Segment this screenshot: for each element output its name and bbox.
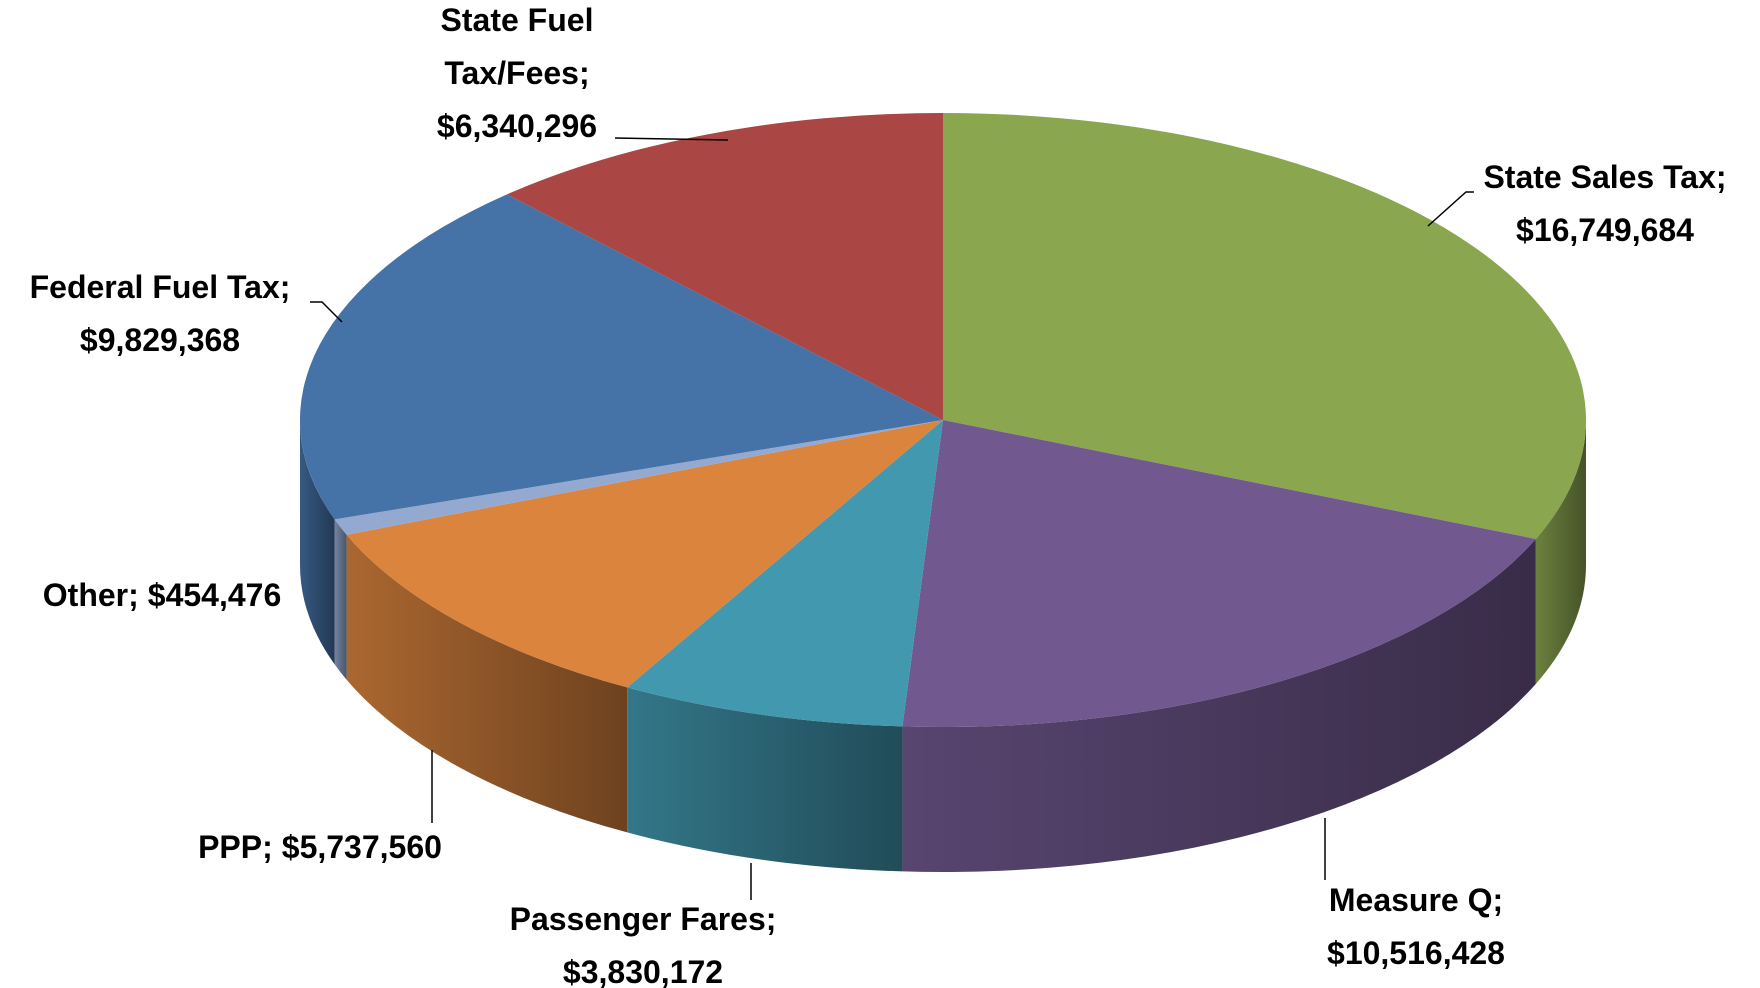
label-separator: ; — [128, 577, 139, 613]
data-label: Other; $454,476 — [43, 577, 281, 613]
label-line: Federal Fuel Tax; — [30, 269, 291, 305]
slice-side — [346, 534, 628, 833]
label-line: Passenger Fares; — [510, 901, 777, 937]
label-separator: ; — [579, 55, 590, 91]
leader-line — [614, 137, 729, 141]
data-label: PPP; $5,737,560 — [198, 829, 442, 865]
slice-side — [300, 420, 335, 665]
label-line: Other; $454,476 — [43, 577, 281, 613]
value-label: $454,476 — [148, 577, 281, 613]
label-line: Tax/Fees; — [444, 55, 589, 91]
label-line: State Fuel — [441, 2, 594, 38]
value-label: $10,516,428 — [1327, 935, 1505, 971]
data-label: Measure Q; $10,516,428 — [1327, 882, 1505, 971]
slice — [334, 420, 943, 535]
label-separator: ; — [1492, 882, 1503, 918]
label-separator: ; — [766, 901, 777, 937]
slice — [506, 113, 943, 420]
label-line: State Sales Tax; — [1483, 159, 1726, 195]
data-label: Passenger Fares; $3,830,172 — [510, 901, 777, 988]
slice-side — [627, 687, 903, 872]
value-label: $5,737,560 — [282, 829, 442, 865]
slice-side — [902, 538, 1536, 872]
slice — [346, 420, 944, 688]
data-label: State Fuel Tax/Fees; $6,340,296 — [437, 2, 597, 144]
slice — [902, 420, 1536, 727]
pie-tops — [300, 113, 1586, 727]
label-separator: ; — [1716, 159, 1727, 195]
label-line: Measure Q; — [1329, 882, 1503, 918]
slice — [627, 420, 943, 727]
label-line: PPP; $5,737,560 — [198, 829, 442, 865]
value-label: $9,829,368 — [80, 322, 240, 358]
leader-line — [1427, 191, 1474, 227]
value-label: $6,340,296 — [437, 108, 597, 144]
data-label: Federal Fuel Tax; $9,829,368 — [30, 269, 291, 358]
labels: State Sales Tax; $16,749,684 Measure Q; $10… — [30, 2, 1727, 988]
slice-side — [1535, 420, 1586, 684]
value-label: $16,749,684 — [1516, 212, 1694, 248]
slice — [300, 194, 943, 520]
slice — [943, 113, 1586, 539]
value-label: $3,830,172 — [563, 954, 723, 988]
data-label: State Sales Tax; $16,749,684 — [1483, 159, 1726, 248]
pie-sides — [300, 420, 1586, 872]
leader-line — [310, 301, 343, 323]
slice-side — [334, 519, 347, 680]
label-separator: ; — [262, 829, 273, 865]
label-separator: ; — [280, 269, 291, 305]
